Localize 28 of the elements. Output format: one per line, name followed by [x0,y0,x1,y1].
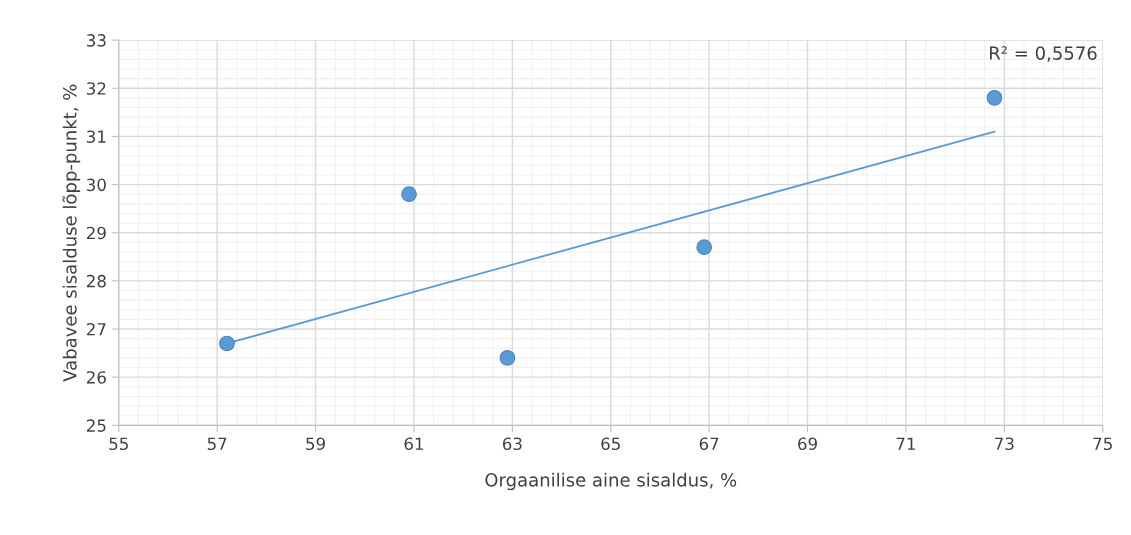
y-tick-label: 26 [86,371,106,384]
y-tick-label: 29 [86,226,106,240]
y-tick-label: 31 [87,130,106,143]
point [986,90,1003,106]
y-tick-label: 25 [86,419,106,432]
point [499,350,516,366]
y-tick-label: 32 [87,82,106,95]
y-axis-title: Vabavee sisalduse lõpp-punkt, % [62,84,81,382]
point [219,335,235,352]
y-tick-label: 30 [87,178,106,192]
y-tick-label: 33 [87,34,106,47]
x-tick-label: 69 [798,437,817,451]
x-tick-label: 67 [699,437,719,451]
y-tick-label: 28 [86,274,106,288]
y-tick-label: 27 [86,322,106,336]
annotation: R² = 0,5576 [990,46,1097,62]
x-tick-label: 71 [896,437,915,450]
x-tick-label: 55 [109,437,128,451]
x-tick-label: 73 [995,437,1014,451]
x-tick-label: 63 [502,437,522,451]
x-axis-title: Orgaanilise aine sisaldus, % [485,472,737,491]
point [696,239,713,256]
x-tick-label: 65 [601,437,620,451]
x-tick-label: 75 [1093,437,1112,451]
x-tick-label: 61 [404,437,424,451]
point [401,186,417,203]
x-tick-label: 57 [207,437,227,451]
x-tick-label: 59 [306,437,325,451]
